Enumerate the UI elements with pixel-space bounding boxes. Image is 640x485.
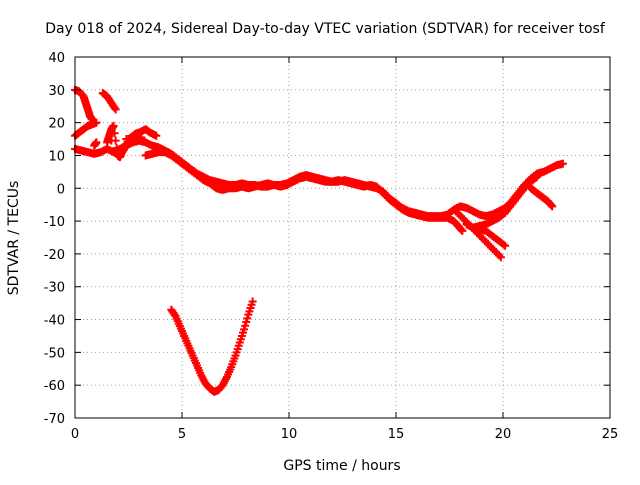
y-tick-label: 40 (48, 51, 65, 66)
data-point (122, 135, 131, 144)
data-point (92, 118, 101, 127)
data-point (496, 253, 505, 262)
data-point (110, 129, 119, 138)
x-axis-label: GPS time / hours (283, 458, 400, 474)
series-late-branch-c (469, 172, 542, 232)
y-tick-label: -70 (44, 412, 65, 427)
data-point (243, 314, 252, 323)
data-point (499, 240, 508, 249)
x-tick-label: 20 (495, 427, 512, 442)
y-tick-label: 30 (48, 84, 65, 99)
data-point (107, 136, 116, 145)
y-tick-label: -30 (44, 281, 65, 296)
y-tick-label: 0 (57, 182, 65, 197)
x-tick-label: 15 (388, 427, 405, 442)
x-tick-label: 10 (281, 427, 298, 442)
data-point (112, 144, 121, 153)
data-point (137, 133, 146, 142)
data-point (152, 131, 161, 140)
data-point (558, 159, 567, 168)
x-tick-label: 5 (178, 427, 186, 442)
chart-title: Day 018 of 2024, Sidereal Day-to-day VTE… (45, 21, 606, 37)
data-point (457, 225, 466, 234)
y-axis-label: SDTVAR / TECUs (6, 181, 22, 296)
series-second-track (141, 148, 467, 235)
data-point (242, 318, 251, 327)
y-tick-label: -50 (44, 346, 65, 361)
data-point (495, 251, 504, 260)
grid-lines (75, 57, 610, 418)
y-tick-label: -60 (44, 379, 65, 394)
data-point (170, 310, 179, 319)
data-point (548, 202, 557, 211)
series-late-branch-a (451, 207, 505, 262)
y-tick-label: -40 (44, 314, 65, 329)
plot-frame (74, 56, 611, 419)
y-tick-label: -10 (44, 215, 65, 230)
data-point (547, 201, 556, 210)
x-tick-label: 0 (71, 427, 79, 442)
y-axis-ticks: 40 30 20 10 0 -10 -20 -30 -40 -50 -60 -70 (44, 51, 610, 427)
data-point (110, 103, 119, 112)
y-tick-label: 10 (48, 149, 65, 164)
x-tick-label: 25 (602, 427, 619, 442)
y-tick-label: -20 (44, 248, 65, 263)
data-point (109, 121, 118, 130)
data-point (111, 105, 120, 114)
series-v-arc (167, 297, 257, 396)
data-series (71, 85, 567, 396)
series-second-high-arc (98, 89, 120, 114)
series-early-scatter (90, 121, 161, 162)
data-point (241, 321, 250, 330)
data-point (248, 297, 257, 306)
data-point (240, 325, 249, 334)
data-point (90, 141, 99, 150)
x-axis-ticks: 0 5 10 15 20 25 (71, 57, 618, 442)
data-point (458, 226, 467, 235)
data-point (88, 115, 97, 124)
series-late-branch-d (526, 184, 557, 211)
data-point (501, 241, 510, 250)
data-point (531, 174, 540, 183)
y-tick-label: 20 (48, 117, 65, 132)
data-point (533, 172, 542, 181)
